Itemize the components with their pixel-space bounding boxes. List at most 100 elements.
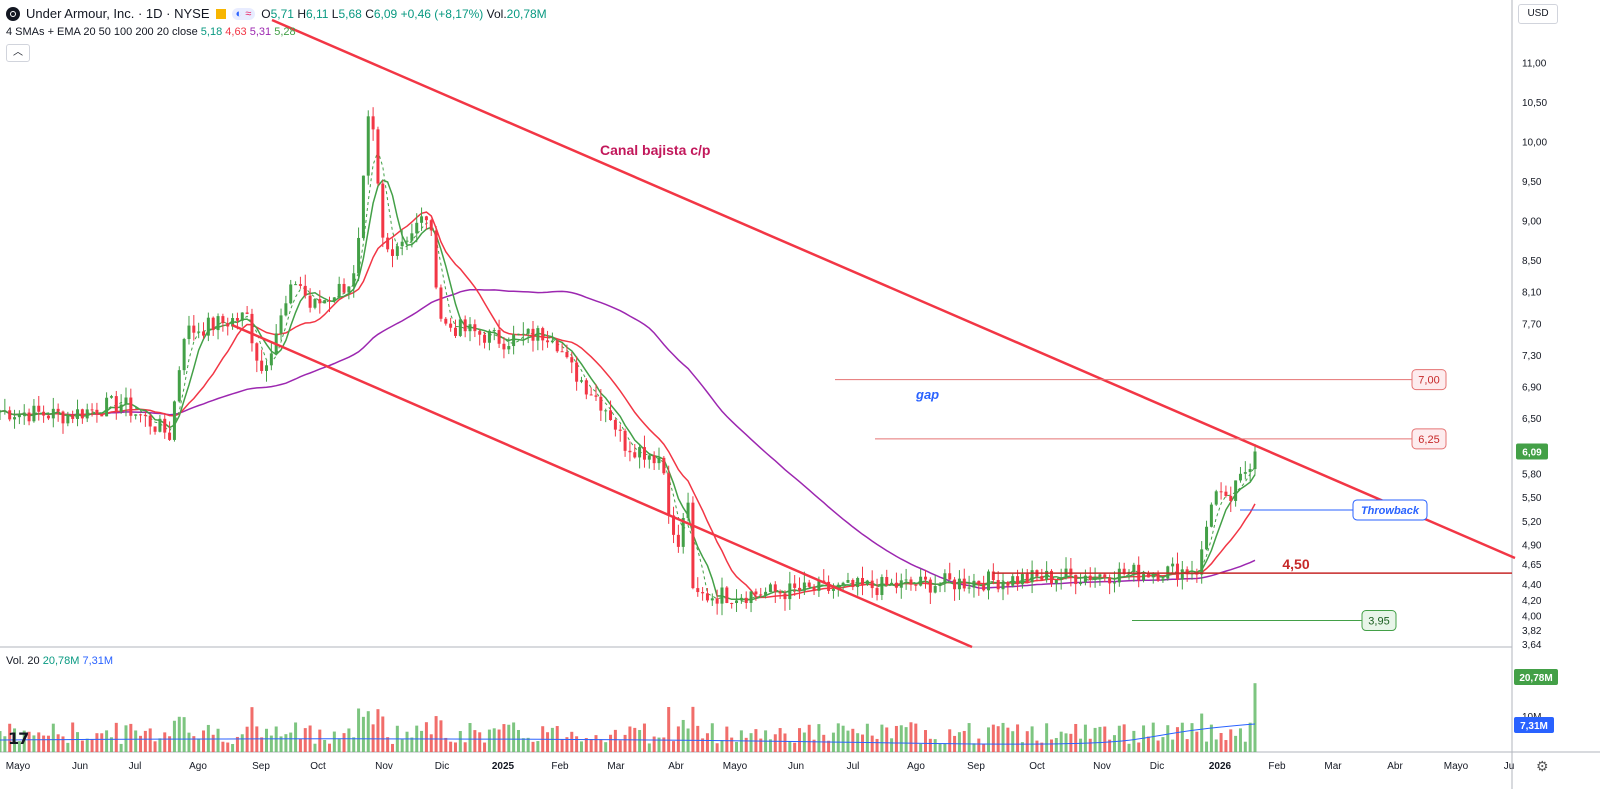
candle-body[interactable] (1040, 575, 1044, 580)
candle-body[interactable] (516, 333, 520, 335)
candle-body[interactable] (691, 502, 695, 589)
candle-body[interactable] (294, 284, 298, 286)
candle-body[interactable] (948, 573, 952, 580)
candle-body[interactable] (1214, 491, 1218, 505)
candle-body[interactable] (1156, 573, 1160, 581)
candle-body[interactable] (429, 220, 433, 231)
candle-body[interactable] (638, 447, 642, 458)
candle-body[interactable] (1175, 563, 1179, 580)
candle-body[interactable] (1103, 574, 1107, 578)
candle-body[interactable] (1074, 574, 1078, 585)
candle-body[interactable] (245, 312, 249, 314)
candle-body[interactable] (17, 413, 21, 418)
candle-body[interactable] (1219, 491, 1223, 493)
candle-body[interactable] (972, 580, 976, 588)
candle-body[interactable] (71, 414, 75, 419)
candle-body[interactable] (114, 396, 118, 412)
candle-body[interactable] (783, 593, 787, 600)
candle-body[interactable] (206, 317, 210, 336)
candle-body[interactable] (633, 452, 637, 458)
candle-body[interactable] (846, 580, 850, 583)
candle-body[interactable] (1185, 569, 1189, 575)
candle-body[interactable] (90, 409, 94, 411)
candle-body[interactable] (226, 323, 230, 327)
candle-body[interactable] (265, 365, 269, 371)
candle-body[interactable] (1083, 575, 1087, 583)
candle-body[interactable] (1069, 568, 1073, 575)
candle-body[interactable] (1016, 576, 1020, 585)
candle-body[interactable] (982, 584, 986, 591)
candle-body[interactable] (3, 410, 7, 412)
candle-body[interactable] (865, 580, 869, 585)
candle-body[interactable] (1248, 469, 1252, 473)
candle-body[interactable] (235, 318, 239, 321)
candle-body[interactable] (1001, 581, 1005, 590)
candle-body[interactable] (967, 587, 971, 589)
candle-body[interactable] (957, 578, 961, 590)
candle-body[interactable] (1151, 573, 1155, 578)
candle-body[interactable] (991, 571, 995, 581)
candle-body[interactable] (221, 316, 225, 324)
candle-body[interactable] (323, 300, 327, 304)
candle-body[interactable] (977, 580, 981, 585)
candle-body[interactable] (100, 414, 104, 417)
candle-body[interactable] (1020, 574, 1024, 585)
candle-body[interactable] (555, 340, 559, 352)
candle-body[interactable] (313, 299, 317, 308)
candle-body[interactable] (1049, 570, 1053, 584)
level-625-label-box[interactable] (1411, 428, 1447, 450)
candle-body[interactable] (914, 584, 918, 586)
candle-body[interactable] (187, 325, 191, 340)
candle-body[interactable] (764, 591, 768, 596)
candle-body[interactable] (667, 473, 671, 516)
compare-icon[interactable]: ◐ ≈ (231, 7, 256, 20)
candle-body[interactable] (924, 576, 928, 580)
candle-body[interactable] (153, 426, 157, 432)
candle-body[interactable] (546, 340, 550, 343)
candle-body[interactable] (192, 325, 196, 333)
channel-lower-trendline[interactable] (231, 323, 973, 649)
candle-body[interactable] (526, 328, 530, 334)
candle-body[interactable] (260, 360, 264, 371)
candle-body[interactable] (831, 589, 835, 591)
candle-body[interactable] (856, 577, 860, 588)
candle-body[interactable] (594, 395, 598, 397)
candle-body[interactable] (1229, 495, 1233, 501)
candle-body[interactable] (332, 297, 336, 301)
candle-body[interactable] (56, 408, 60, 412)
candle-body[interactable] (827, 581, 831, 591)
candle-body[interactable] (870, 580, 874, 589)
candle-body[interactable] (730, 602, 734, 604)
candle-body[interactable] (705, 593, 709, 601)
candle-body[interactable] (168, 432, 172, 440)
candle-body[interactable] (759, 594, 763, 596)
candle-body[interactable] (584, 380, 588, 395)
candle-body[interactable] (37, 405, 41, 412)
candle-body[interactable] (197, 331, 201, 333)
candle-body[interactable] (143, 414, 147, 416)
candle-body[interactable] (996, 580, 1000, 590)
candle-body[interactable] (812, 586, 816, 591)
candle-body[interactable] (579, 380, 583, 382)
candle-body[interactable] (1108, 577, 1112, 584)
candle-body[interactable] (216, 316, 220, 331)
candle-body[interactable] (269, 353, 273, 366)
candle-body[interactable] (386, 237, 390, 250)
candle-body[interactable] (521, 333, 525, 335)
candle-body[interactable] (478, 331, 482, 335)
candle-body[interactable] (1234, 480, 1238, 501)
candle-body[interactable] (182, 339, 186, 371)
candle-body[interactable] (841, 582, 845, 585)
candle-body[interactable] (42, 411, 46, 416)
candle-body[interactable] (1253, 451, 1257, 470)
candle-body[interactable] (473, 324, 477, 332)
candle-body[interactable] (749, 591, 753, 603)
candle-body[interactable] (609, 410, 613, 421)
candle-body[interactable] (953, 579, 957, 590)
candle-body[interactable] (1088, 575, 1092, 580)
candle-body[interactable] (390, 249, 394, 256)
candle-body[interactable] (163, 418, 167, 433)
candle-body[interactable] (851, 580, 855, 588)
candle-body[interactable] (541, 328, 545, 341)
